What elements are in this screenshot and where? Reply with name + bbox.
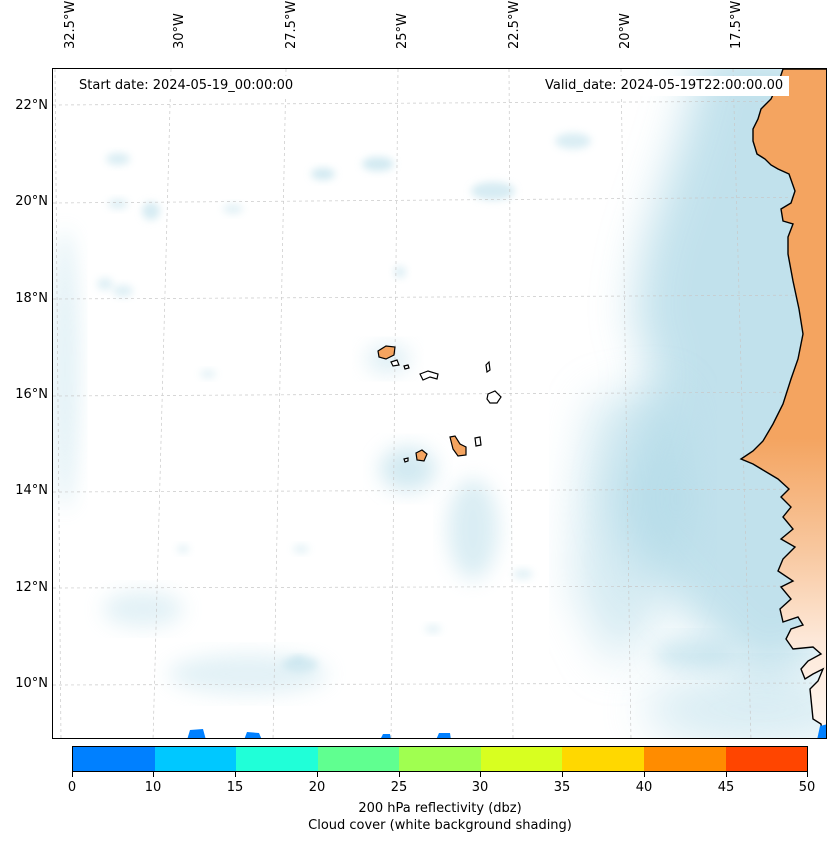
colorbar-tick xyxy=(235,772,236,777)
colorbar-segment-15-20 xyxy=(236,747,318,771)
lat-label-10n: 10°N xyxy=(15,676,48,691)
colorbar-tick xyxy=(562,772,563,777)
colorbar-tick-label: 40 xyxy=(635,780,653,795)
reflectivity-patches xyxy=(187,724,826,738)
island-sao-nicolau xyxy=(419,370,439,381)
island-sal xyxy=(485,360,491,374)
island-sao-vicente xyxy=(390,359,400,367)
colorbar-tick xyxy=(399,772,400,777)
colorbar-label-cloud-cover: Cloud cover (white background shading) xyxy=(308,818,572,833)
start-date-label: Start date: 2024-05-19_00:00:00 xyxy=(73,76,300,96)
reflectivity-patch xyxy=(244,732,262,738)
colorbar-segment-40-45 xyxy=(643,747,726,771)
colorbar-tick xyxy=(72,772,73,777)
lat-label-12n: 12°N xyxy=(15,580,48,595)
lat-label-14n: 14°N xyxy=(15,483,48,498)
colorbar-segment-25-30 xyxy=(399,747,481,771)
colorbar-segment-10-15 xyxy=(154,747,237,771)
colorbar-tick-label: 30 xyxy=(471,780,489,795)
colorbar-tick-label: 10 xyxy=(144,780,162,795)
colorbar-tick xyxy=(807,772,808,777)
lon-label-22-5w: 22.5°W xyxy=(507,0,522,49)
reflectivity-colorbar xyxy=(72,746,808,772)
colorbar-segment-30-35 xyxy=(480,747,563,771)
lon-label-27-5w: 27.5°W xyxy=(284,0,299,49)
reflectivity-patch xyxy=(187,729,206,738)
valid-date-label: Valid_date: 2024-05-19T22:00:00.00 xyxy=(539,76,790,96)
graticule xyxy=(53,69,826,738)
reflectivity-patch xyxy=(817,724,826,738)
colorbar-label-reflectivity: 200 hPa reflectivity (dbz) xyxy=(358,801,522,816)
lat-label-18n: 18°N xyxy=(15,291,48,306)
colorbar-tick-label: 25 xyxy=(390,780,408,795)
colorbar-tick-label: 45 xyxy=(717,780,735,795)
lon-label-30w: 30°W xyxy=(172,13,187,49)
colorbar-tick xyxy=(726,772,727,777)
colorbar-tick-label: 15 xyxy=(226,780,244,795)
west-africa-land xyxy=(739,69,826,738)
island-boa-vista xyxy=(486,390,502,404)
island-brava xyxy=(403,457,409,463)
colorbar-tick xyxy=(480,772,481,777)
colorbar-tick-label: 20 xyxy=(308,780,326,795)
lat-label-22n: 22°N xyxy=(15,98,48,113)
lon-label-17-5w: 17.5°W xyxy=(729,0,744,49)
reflectivity-patch xyxy=(436,733,451,738)
lon-label-32-5w: 32.5°W xyxy=(63,0,78,49)
colorbar-segment-35-40 xyxy=(562,747,644,771)
cloud-cover-shading xyxy=(53,69,826,738)
lon-label-25w: 25°W xyxy=(395,13,410,49)
map-canvas xyxy=(53,69,826,738)
lon-label-20w: 20°W xyxy=(618,13,633,49)
colorbar-tick xyxy=(644,772,645,777)
colorbar-tick-label: 35 xyxy=(553,780,571,795)
island-maio xyxy=(474,436,482,447)
lat-label-20n: 20°N xyxy=(15,194,48,209)
colorbar-tick-label: 50 xyxy=(798,780,816,795)
colorbar-segment-20-25 xyxy=(317,747,400,771)
island-fogo xyxy=(415,449,428,462)
colorbar-segment-45-50 xyxy=(725,747,808,771)
colorbar-tick-label: 0 xyxy=(67,780,77,795)
cape-verde-islands xyxy=(377,345,502,463)
colorbar-tick xyxy=(153,772,154,777)
colorbar-tick xyxy=(317,772,318,777)
island-santa-luzia xyxy=(403,364,410,370)
island-santiago xyxy=(449,435,467,457)
map-frame xyxy=(52,68,827,739)
colorbar-segment-0-10 xyxy=(73,747,155,771)
reflectivity-patch xyxy=(381,734,391,738)
lat-label-16n: 16°N xyxy=(15,387,48,402)
island-santo-antao xyxy=(377,345,396,360)
